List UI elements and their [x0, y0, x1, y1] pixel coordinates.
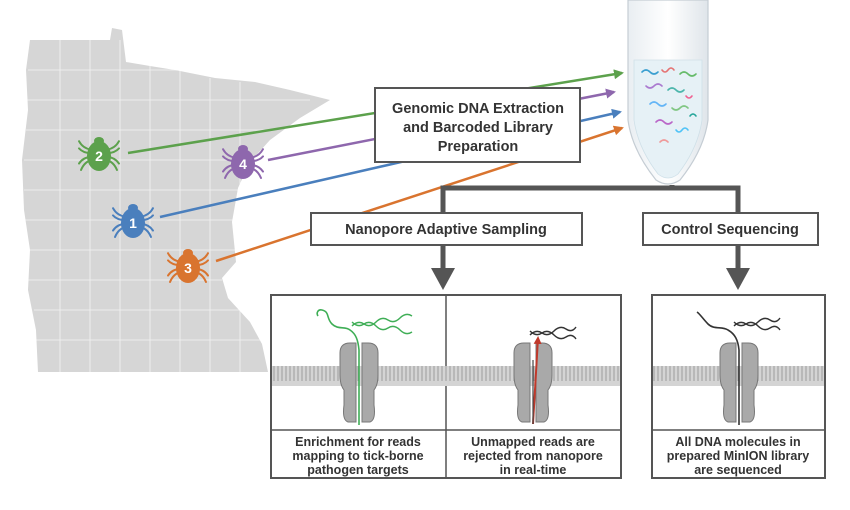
pore-left-half — [339, 342, 357, 423]
tube-liquid — [633, 59, 703, 179]
adaptive-sampling-step: Nanopore Adaptive Sampling — [310, 212, 583, 246]
minnesota-map — [22, 28, 330, 372]
caption-rejection-2: rejected from nanopore — [463, 449, 603, 463]
tick-4-number: 4 — [239, 156, 247, 172]
control-box — [642, 212, 819, 246]
minnesota-map-shape — [22, 28, 330, 372]
dna-helix-control — [733, 317, 781, 331]
caption-enrichment-2: mapping to tick-borne — [292, 449, 423, 463]
pore-enrichment — [316, 309, 413, 425]
county-lines — [24, 40, 310, 372]
control-sequencing-step: Control Sequencing — [642, 212, 819, 246]
pore-left-half — [719, 342, 737, 423]
membrane-adaptive — [272, 366, 620, 386]
result-panels: Enrichment for reads mapping to tick-bor… — [270, 294, 826, 479]
dna-strand-control — [696, 311, 740, 425]
pore-left-half — [513, 342, 531, 423]
caption-control-3: are sequenced — [694, 463, 782, 477]
adaptive-box — [310, 212, 583, 246]
extraction-step: Genomic DNA Extraction and Barcoded Libr… — [374, 87, 581, 163]
tick-2-number: 2 — [95, 148, 103, 164]
extraction-box — [374, 87, 581, 163]
caption-rejection-3: in real-time — [500, 463, 567, 477]
tick-3-number: 3 — [184, 260, 192, 276]
tick-3-icon: 3 — [167, 249, 209, 283]
ticks: 1 2 3 4 — [78, 137, 264, 283]
control-label: Control Sequencing — [661, 222, 799, 238]
caption-enrichment-3: pathogen targets — [307, 463, 408, 477]
caption-enrichment-1: Enrichment for reads — [295, 435, 421, 449]
rejection-arrow — [532, 336, 542, 425]
dna-strand-enrichment — [316, 309, 360, 425]
extraction-line-2: and Barcoded Library — [403, 120, 553, 136]
pore-right-half — [361, 342, 379, 423]
dna-helix-rejected — [529, 326, 577, 340]
extraction-line-1: Genomic DNA Extraction — [392, 101, 564, 117]
arrowhead-left — [431, 268, 455, 290]
pore-right-half — [535, 342, 553, 423]
adaptive-label: Nanopore Adaptive Sampling — [345, 222, 547, 238]
tick-4-icon: 4 — [222, 145, 264, 179]
connector-right — [672, 185, 741, 214]
caption-control-1: All DNA molecules in — [675, 435, 800, 449]
dna-fragments — [641, 67, 697, 143]
tick-1-number: 1 — [129, 215, 137, 231]
sample-tube — [627, 0, 709, 185]
connector-split — [440, 185, 675, 214]
tick-1-icon: 1 — [112, 204, 154, 238]
caption-rejection-1: Unmapped reads are — [471, 435, 595, 449]
pore-right-half — [741, 342, 759, 423]
arrowhead-right — [726, 268, 750, 290]
caption-control-2: prepared MinION library — [667, 449, 809, 463]
tick-2-icon: 2 — [78, 137, 120, 171]
pore-control — [696, 311, 781, 425]
extraction-line-3: Preparation — [438, 139, 519, 155]
flow-connector — [431, 185, 750, 290]
dna-helix-enrichment — [351, 313, 413, 335]
pore-rejection — [513, 326, 577, 425]
